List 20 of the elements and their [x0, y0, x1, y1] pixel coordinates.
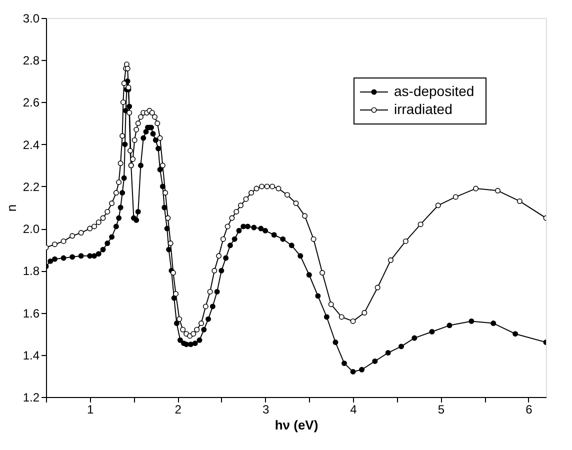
x-tick-label: 6: [526, 402, 533, 416]
y-tick-label: 2.4: [22, 138, 40, 152]
y-tick-label: 2.8: [22, 54, 40, 68]
y-axis-title: n: [4, 204, 19, 212]
x-tick-label: 2: [174, 402, 182, 416]
legend-label: irradiated: [394, 101, 452, 117]
y-tick-label: 3.0: [22, 12, 40, 26]
y-tick-label: 1.4: [22, 348, 40, 362]
x-tick-label: 1: [87, 402, 94, 416]
x-tick-label: 3: [262, 402, 270, 416]
x-tick-label: 4: [350, 402, 358, 416]
y-tick-label: 1.6: [22, 306, 40, 320]
y-tick-label: 1.2: [22, 390, 40, 404]
y-tick-label: 1.8: [22, 264, 40, 278]
x-axis-title: hν (eV): [274, 418, 318, 432]
y-tick-label: 2.0: [22, 222, 40, 236]
y-tick-label: 2.2: [22, 180, 40, 194]
legend-label: as-deposited: [394, 83, 474, 99]
x-tick-label: 5: [438, 402, 445, 416]
y-tick-label: 2.6: [22, 96, 40, 110]
